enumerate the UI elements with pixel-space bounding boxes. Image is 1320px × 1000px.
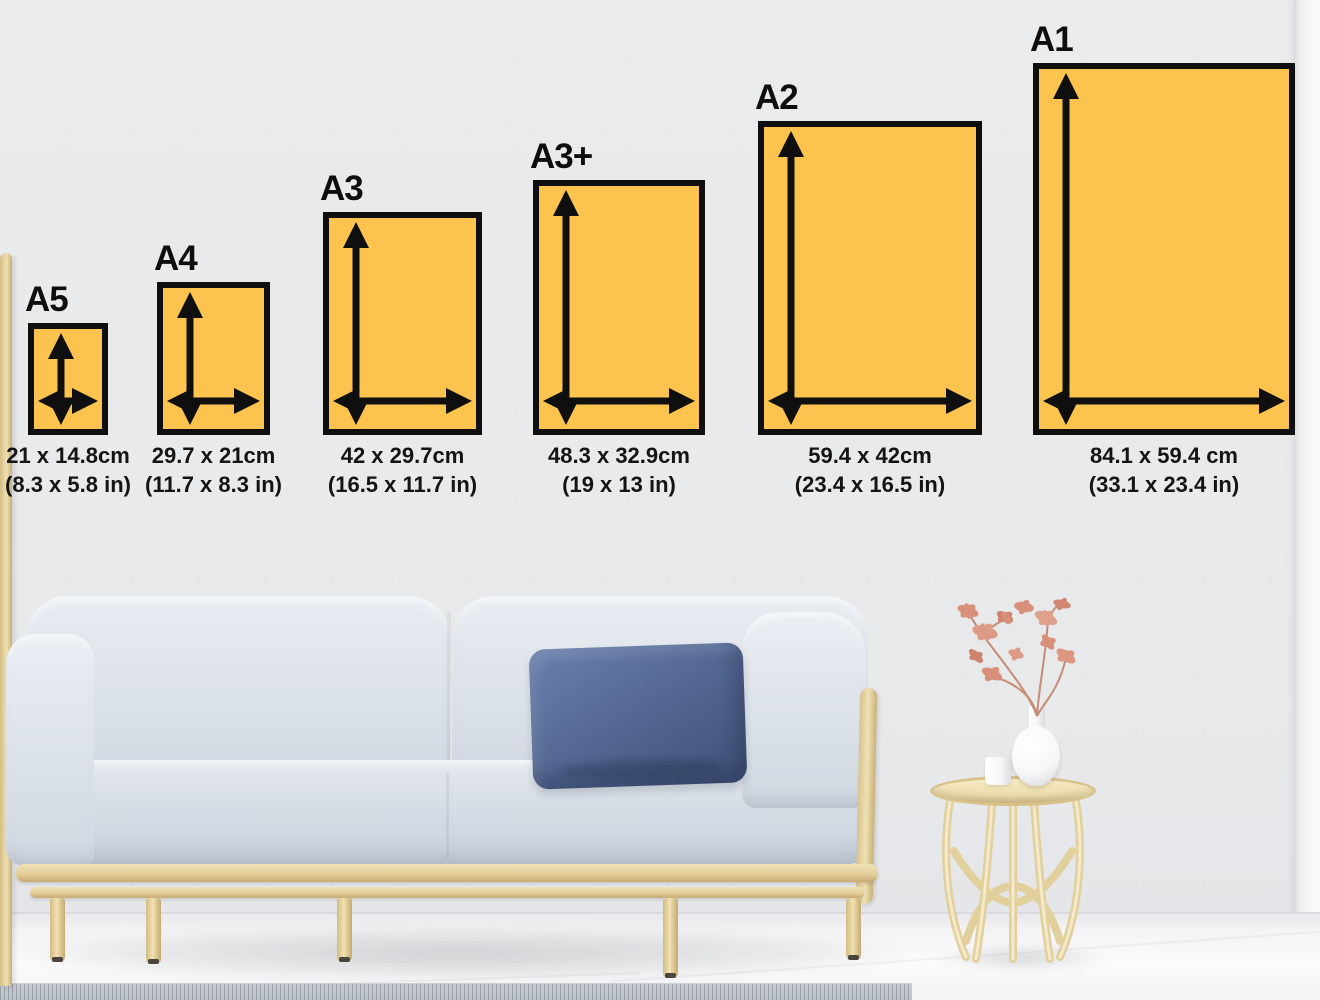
poster-dimensions-inches: (23.4 x 16.5 in) [794,472,946,497]
sofa-leg [846,898,861,960]
poster-rectangle [533,180,705,435]
poster-dimensions: 48.3 x 32.9cm (19 x 13 in) [479,441,759,499]
poster-dimensions-cm: 42 x 29.7cm [340,443,465,468]
poster-size-label: A3 [320,169,364,208]
poster-dimensions-cm: 21 x 14.8cm [6,443,130,468]
poster-rectangle [157,282,270,435]
poster-dimensions-cm: 29.7 x 21cm [151,443,276,468]
dimension-arrows-icon [768,131,972,425]
sofa-leg [337,898,352,962]
dimension-arrows-icon [38,333,98,425]
poster-size-group: A3+ 48.3 x 32.9cm (19 x 13 in) [530,137,705,497]
poster-size-label: A5 [25,280,69,319]
poster-size-group: A5 21 x 14.8cm (8.3 x 5.8 in) [5,280,131,497]
sofa-leg [50,898,65,962]
poster-rectangle [1033,63,1295,435]
poster-size-label: A4 [154,239,198,278]
rattan-table-legs [942,797,1084,963]
cup [985,757,1011,785]
poster-dimensions-inches: (8.3 x 5.8 in) [5,472,131,497]
sofa-shadow [18,928,902,980]
poster-size-group: A1 84.1 x 59.4 cm (33.1 x 23.4 in) [1030,20,1295,497]
poster-dimensions-inches: (11.7 x 8.3 in) [145,472,282,497]
wood-ladder-strip [0,253,12,986]
flowers [957,597,1076,717]
poster-dimensions: 59.4 x 42cm (23.4 x 16.5 in) [730,441,1010,499]
dimension-arrows-icon [333,222,472,425]
dimension-arrows-icon [543,190,695,425]
poster-dimensions-cm: 84.1 x 59.4 cm [1089,443,1238,468]
sofa-arm-right [742,612,866,808]
poster-dimensions: 84.1 x 59.4 cm (33.1 x 23.4 in) [1024,441,1304,499]
poster-rectangle [323,212,482,435]
throw-pillow [528,642,748,790]
poster-dimensions: 42 x 29.7cm (16.5 x 11.7 in) [263,441,543,499]
sofa-arm-left [6,634,94,866]
poster-dimensions-cm: 48.3 x 32.9cm [548,443,690,468]
sofa-wood-rail-bottom [30,887,864,898]
sofa-seat-seam [446,772,449,858]
poster-rectangle [28,323,108,435]
poster-size-group: A3 42 x 29.7cm (16.5 x 11.7 in) [320,169,482,497]
poster-dimensions-inches: (16.5 x 11.7 in) [327,472,478,497]
poster-rectangle [758,121,982,435]
dimension-arrows-icon [1043,73,1285,425]
poster-size-label: A1 [1030,20,1074,59]
sofa-leg [663,898,678,978]
sofa-wood-rail-top [16,864,878,882]
poster-size-group: A4 29.7 x 21cm (11.7 x 8.3 in) [145,239,282,497]
right-wall-corner [1294,0,1320,930]
sofa-back-cushion-seam [447,612,451,782]
poster-dimensions: 29.7 x 21cm (11.7 x 8.3 in) [74,441,354,499]
dimension-arrows-icon [167,292,260,425]
vase [1012,726,1060,786]
poster-size-label: A2 [755,78,799,117]
table-top [930,776,1096,806]
poster-size-group: A2 59.4 x 42cm (23.4 x 16.5 in) [755,78,982,497]
poster-dimensions: 21 x 14.8cm (8.3 x 5.8 in) [0,441,208,499]
sofa-leg [146,898,161,964]
poster-dimensions-inches: (33.1 x 23.4 in) [1088,472,1240,497]
poster-dimensions-inches: (19 x 13 in) [562,472,676,497]
poster-size-label: A3+ [530,137,593,176]
poster-dimensions-cm: 59.4 x 42cm [808,443,932,468]
rug [0,983,912,1000]
